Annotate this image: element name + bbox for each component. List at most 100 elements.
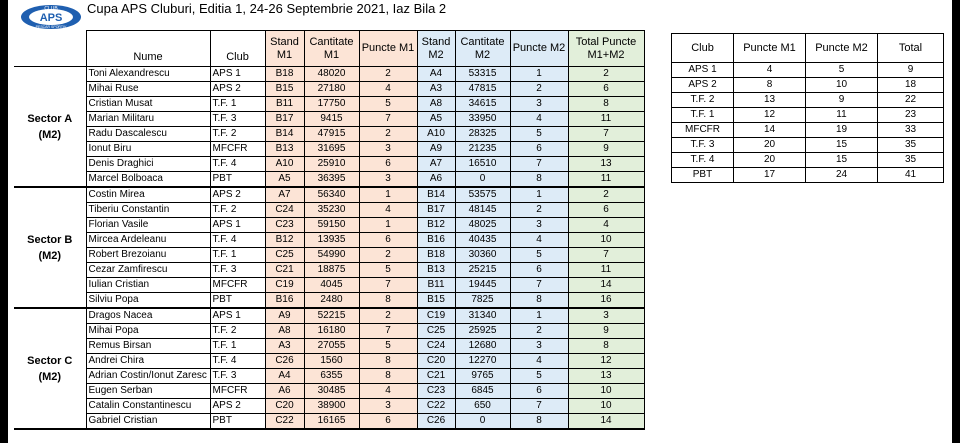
cell-nume: Silviu Popa (85, 292, 211, 309)
summary-cell-puncte-m1: 14 (733, 122, 806, 138)
cell-cantitate-m2: 48025 (454, 217, 511, 233)
table-row: Mihai Popa T.F. 2 A8 16180 7 C25 25925 2 9 (14, 323, 645, 339)
cell-puncte-m2: 3 (509, 217, 569, 233)
cell-stand-m2: A4 (416, 66, 456, 82)
header-puncte-m1: Puncte M1 (358, 30, 418, 67)
cell-puncte-m2: 5 (509, 126, 569, 142)
cell-cantitate-m2: 7825 (454, 292, 511, 309)
cell-nume: Robert Brezoianu (85, 247, 211, 263)
summary-cell-puncte-m2: 24 (805, 167, 878, 183)
cell-total-puncte: 13 (567, 156, 645, 172)
cell-cantitate-m1: 59150 (303, 217, 360, 233)
cell-club: T.F. 4 (209, 353, 266, 369)
cell-stand-m2: A7 (416, 156, 456, 172)
cell-puncte-m1: 2 (358, 126, 418, 142)
cell-cantitate-m2: 650 (454, 398, 511, 414)
cell-cantitate-m1: 16180 (303, 323, 360, 339)
cell-stand-m2: C24 (416, 338, 456, 354)
cell-cantitate-m2: 12270 (454, 353, 511, 369)
cell-stand-m1: A6 (264, 383, 305, 399)
cell-stand-m2: C19 (416, 307, 456, 324)
cell-puncte-m2: 2 (509, 323, 569, 339)
cell-cantitate-m1: 47915 (303, 126, 360, 142)
cell-cantitate-m1: 1560 (303, 353, 360, 369)
cell-total-puncte: 3 (567, 307, 645, 324)
cell-stand-m1: B16 (264, 292, 305, 309)
cell-puncte-m1: 7 (358, 277, 418, 293)
cell-stand-m2: A10 (416, 126, 456, 142)
cell-stand-m1: A4 (264, 368, 305, 384)
cell-puncte-m1: 4 (358, 383, 418, 399)
cell-puncte-m2: 6 (509, 141, 569, 157)
cell-puncte-m2: 5 (509, 247, 569, 263)
cell-club: T.F. 1 (209, 247, 266, 263)
summary-cell-puncte-m2: 15 (805, 152, 878, 168)
cell-total-puncte: 9 (567, 323, 645, 339)
cell-cantitate-m2: 16510 (454, 156, 511, 172)
table-row: Florian Vasile APS 1 C23 59150 1 B12 48025 3 4 (14, 217, 645, 233)
cell-total-puncte: 14 (567, 277, 645, 293)
cell-puncte-m1: 3 (358, 171, 418, 188)
table-row: Adrian Costin/Ionut Zaresc T.F. 3 A4 6355 8 C… (14, 368, 645, 384)
cell-puncte-m2: 2 (509, 202, 569, 218)
cell-nume: Ionut Biru (85, 141, 211, 157)
cell-stand-m2: B12 (416, 217, 456, 233)
cell-club: APS 1 (209, 66, 266, 82)
cell-stand-m2: B13 (416, 262, 456, 278)
cell-total-puncte: 10 (567, 232, 645, 248)
cell-stand-m2: B14 (416, 186, 456, 203)
cell-puncte-m2: 7 (509, 156, 569, 172)
cell-nume: Remus Birsan (85, 338, 211, 354)
cell-club: T.F. 1 (209, 338, 266, 354)
cell-cantitate-m2: 53575 (454, 186, 511, 203)
table-row: Catalin Constantinescu APS 2 C20 38900 3 C22 6… (14, 398, 645, 414)
cell-cantitate-m2: 34615 (454, 96, 511, 112)
summary-header-club: Club (671, 33, 734, 63)
header-row: Nume Club Stand M1 Cantitate M1 Puncte M… (14, 30, 645, 67)
header-club: Club (209, 30, 266, 67)
cell-puncte-m1: 6 (358, 156, 418, 172)
table-row: Gabriel Cristian PBT C22 16165 6 C26 0 8 14 (14, 413, 645, 430)
cell-stand-m1: B11 (264, 96, 305, 112)
summary-cell-club: T.F. 3 (671, 137, 734, 153)
cell-puncte-m2: 5 (509, 368, 569, 384)
cell-total-puncte: 2 (567, 186, 645, 203)
cell-stand-m1: B14 (264, 126, 305, 142)
cell-cantitate-m1: 36395 (303, 171, 360, 188)
aps-club-logo: CLUB APS PESCAR SPORTIV (21, 5, 81, 29)
cell-puncte-m1: 2 (358, 247, 418, 263)
cell-stand-m1: C22 (264, 413, 305, 430)
cell-puncte-m2: 3 (509, 96, 569, 112)
summary-row: T.F. 4 20 15 35 (671, 152, 944, 168)
cell-cantitate-m2: 9765 (454, 368, 511, 384)
cell-cantitate-m1: 56340 (303, 186, 360, 203)
summary-cell-total: 22 (877, 92, 944, 108)
cell-nume: Toni Alexandrescu (85, 66, 211, 82)
summary-header-row: Club Puncte M1 Puncte M2 Total (671, 33, 944, 63)
cell-puncte-m2: 1 (509, 66, 569, 82)
cell-club: APS 2 (209, 81, 266, 97)
cell-stand-m2: B11 (416, 277, 456, 293)
cell-puncte-m2: 8 (509, 413, 569, 430)
cell-puncte-m2: 1 (509, 186, 569, 203)
cell-stand-m2: C23 (416, 383, 456, 399)
cell-puncte-m1: 8 (358, 353, 418, 369)
cell-nume: Iulian Cristian (85, 277, 211, 293)
table-row: Eugen Serban MFCFR A6 30485 4 C23 6845 6 10 (14, 383, 645, 399)
summary-cell-puncte-m2: 10 (805, 77, 878, 93)
cell-total-puncte: 7 (567, 247, 645, 263)
cell-puncte-m2: 6 (509, 262, 569, 278)
summary-cell-puncte-m1: 20 (733, 152, 806, 168)
cell-puncte-m1: 8 (358, 292, 418, 309)
summary-cell-puncte-m2: 5 (805, 62, 878, 78)
svg-text:APS: APS (40, 12, 63, 24)
cell-club: PBT (209, 171, 266, 188)
cell-cantitate-m2: 40435 (454, 232, 511, 248)
cell-total-puncte: 11 (567, 171, 645, 188)
cell-club: T.F. 2 (209, 202, 266, 218)
cell-club: MFCFR (209, 383, 266, 399)
cell-nume: Cristian Musat (85, 96, 211, 112)
cell-club: APS 2 (209, 186, 266, 203)
cell-club: T.F. 1 (209, 96, 266, 112)
cell-club: T.F. 2 (209, 323, 266, 339)
